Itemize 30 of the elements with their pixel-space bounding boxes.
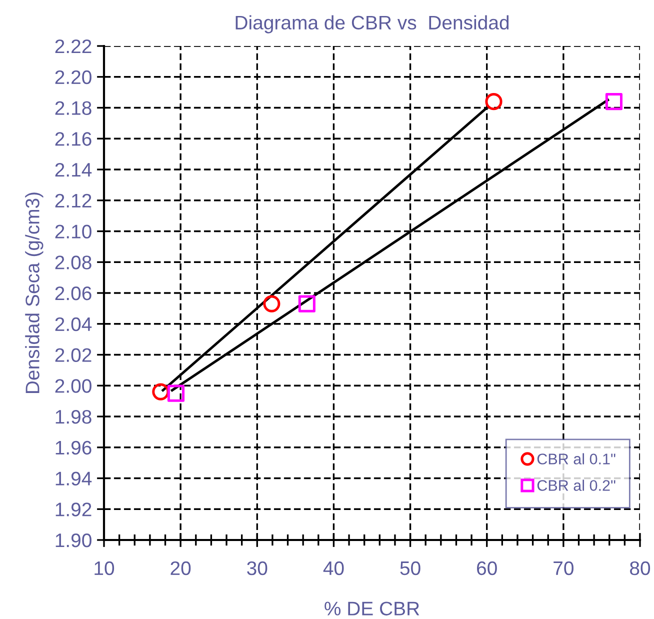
y-tick-label: 2.16 [55, 132, 92, 146]
y-tick-label: 2.20 [55, 70, 92, 84]
y-tick-label: 2.02 [55, 348, 92, 362]
y-tick-label: 2.22 [55, 39, 92, 54]
y-tick-label: 2.06 [55, 286, 92, 300]
y-tick-label: 2.00 [55, 379, 92, 393]
y-tick-label: 2.14 [55, 162, 92, 177]
y-tick-label: 1.92 [56, 502, 92, 516]
y-tick-label: 2.10 [55, 224, 92, 238]
x-tick-label: 20 [170, 561, 191, 576]
x-tick-label: 30 [247, 561, 268, 576]
y-tick-label: 2.12 [55, 194, 92, 208]
y-tick-label: 2.08 [55, 256, 92, 270]
x-tick-label: 10 [94, 561, 114, 576]
x-tick-label: 60 [477, 561, 497, 576]
y-tick-label: 2.18 [55, 101, 92, 115]
x-tick-label: 80 [630, 561, 650, 576]
y-tick-label: 2.04 [55, 317, 92, 332]
chart-title: Diagrama de CBR vs Densidad [236, 15, 509, 34]
y-axis-title: Densidad Seca (g/cm3) [25, 192, 44, 393]
legend-label: CBR al 0.1" [537, 453, 616, 464]
x-tick-label: 40 [323, 561, 344, 576]
x-tick-label: 50 [400, 561, 420, 576]
legend-label: CBR al 0.2" [537, 480, 616, 491]
y-tick-label: 1.98 [56, 410, 92, 424]
x-axis-title: % DE CBR [324, 602, 420, 616]
y-tick-label: 1.94 [56, 472, 92, 486]
y-tick-label: 1.96 [56, 440, 92, 455]
y-tick-label: 1.90 [56, 533, 92, 548]
x-tick-label: 70 [554, 561, 574, 576]
